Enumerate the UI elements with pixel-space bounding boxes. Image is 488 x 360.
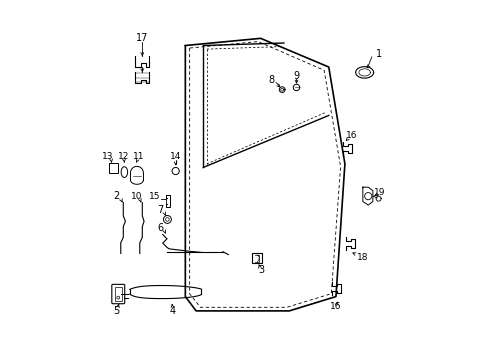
Text: 5: 5 bbox=[113, 306, 119, 316]
Text: 19: 19 bbox=[373, 188, 385, 197]
Bar bbox=[109, 163, 118, 173]
Text: 14: 14 bbox=[170, 152, 181, 161]
Text: 16: 16 bbox=[329, 302, 341, 311]
Text: 8: 8 bbox=[268, 75, 274, 85]
Text: 15: 15 bbox=[149, 192, 160, 201]
Text: 13: 13 bbox=[102, 152, 113, 161]
Text: 7: 7 bbox=[157, 206, 163, 216]
Text: 17: 17 bbox=[136, 33, 148, 43]
Text: 11: 11 bbox=[133, 152, 144, 161]
Bar bbox=[251, 253, 262, 263]
Text: 6: 6 bbox=[157, 224, 163, 233]
Text: 4: 4 bbox=[169, 306, 176, 316]
Text: 1: 1 bbox=[375, 49, 381, 59]
Text: 18: 18 bbox=[356, 253, 368, 262]
Text: 9: 9 bbox=[293, 71, 299, 81]
Text: 12: 12 bbox=[118, 152, 129, 161]
Text: 2: 2 bbox=[113, 191, 120, 201]
Bar bbox=[115, 287, 122, 301]
Text: 16: 16 bbox=[346, 131, 357, 140]
Text: 10: 10 bbox=[131, 192, 142, 201]
Text: 3: 3 bbox=[258, 265, 264, 275]
